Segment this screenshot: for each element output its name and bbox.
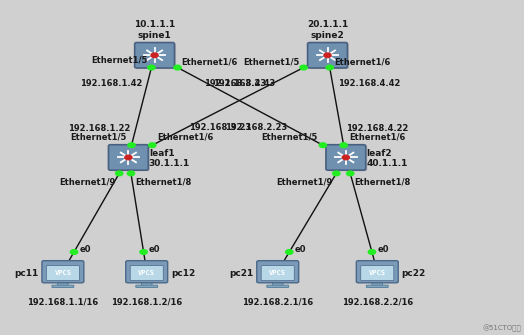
Circle shape: [115, 171, 123, 176]
Circle shape: [340, 143, 347, 147]
Text: VPCS: VPCS: [54, 270, 71, 276]
FancyBboxPatch shape: [141, 282, 152, 286]
Circle shape: [148, 65, 155, 70]
Text: leaf1
30.1.1.1: leaf1 30.1.1.1: [149, 149, 190, 168]
Text: Ethernet1/6: Ethernet1/6: [334, 57, 390, 66]
Circle shape: [128, 143, 135, 147]
FancyBboxPatch shape: [46, 266, 80, 281]
FancyBboxPatch shape: [126, 261, 168, 283]
FancyBboxPatch shape: [361, 266, 394, 281]
Text: Ethernet1/6: Ethernet1/6: [182, 57, 238, 66]
FancyBboxPatch shape: [366, 285, 388, 287]
Text: e0: e0: [79, 246, 91, 255]
Text: VPCS: VPCS: [369, 270, 386, 276]
Text: 192.168.2.2/16: 192.168.2.2/16: [342, 297, 413, 306]
Circle shape: [149, 143, 156, 147]
Circle shape: [333, 171, 340, 176]
FancyBboxPatch shape: [267, 285, 289, 287]
Text: Ethernet1/6: Ethernet1/6: [349, 132, 405, 141]
Circle shape: [286, 250, 293, 254]
FancyBboxPatch shape: [135, 43, 174, 68]
FancyBboxPatch shape: [108, 145, 148, 170]
Text: 192.168.1.2/16: 192.168.1.2/16: [111, 297, 182, 306]
Text: 192.168.3.43: 192.168.3.43: [204, 79, 267, 88]
Circle shape: [140, 250, 147, 254]
Text: 20.1.1.1
spine2: 20.1.1.1 spine2: [307, 20, 348, 40]
Text: VPCS: VPCS: [138, 270, 155, 276]
Text: e0: e0: [294, 246, 306, 255]
Text: 192.168.1.22: 192.168.1.22: [68, 124, 130, 133]
Text: leaf2
40.1.1.1: leaf2 40.1.1.1: [366, 149, 408, 168]
Text: 192.168.3.23: 192.168.3.23: [189, 123, 252, 132]
FancyBboxPatch shape: [58, 282, 68, 286]
FancyBboxPatch shape: [52, 285, 74, 287]
Text: pc11: pc11: [15, 269, 39, 278]
FancyBboxPatch shape: [328, 146, 367, 171]
FancyBboxPatch shape: [110, 146, 150, 171]
Text: pc22: pc22: [401, 269, 425, 278]
Text: 192.168.4.22: 192.168.4.22: [346, 124, 408, 133]
Text: Ethernet1/9: Ethernet1/9: [276, 178, 332, 186]
FancyBboxPatch shape: [261, 266, 294, 281]
Circle shape: [346, 171, 354, 176]
FancyBboxPatch shape: [136, 44, 176, 69]
Text: e0: e0: [149, 246, 160, 255]
FancyBboxPatch shape: [130, 266, 163, 281]
Circle shape: [319, 143, 326, 147]
FancyBboxPatch shape: [257, 261, 299, 283]
Text: Ethernet1/5: Ethernet1/5: [243, 57, 299, 66]
Circle shape: [342, 155, 350, 160]
Text: Ethernet1/9: Ethernet1/9: [59, 178, 115, 186]
Text: Ethernet1/8: Ethernet1/8: [135, 178, 191, 186]
FancyBboxPatch shape: [42, 261, 84, 283]
Text: 192.168.2.43: 192.168.2.43: [213, 79, 276, 88]
Circle shape: [324, 53, 331, 58]
Circle shape: [174, 65, 181, 70]
FancyBboxPatch shape: [272, 282, 283, 286]
FancyBboxPatch shape: [308, 43, 347, 68]
Text: 192.168.2.23: 192.168.2.23: [225, 123, 287, 132]
Text: pc21: pc21: [230, 269, 254, 278]
Circle shape: [300, 65, 307, 70]
Circle shape: [151, 53, 158, 58]
Text: 10.1.1.1
spine1: 10.1.1.1 spine1: [134, 20, 175, 40]
Text: 192.168.1.42: 192.168.1.42: [80, 79, 142, 88]
Text: Ethernet1/6: Ethernet1/6: [158, 132, 214, 141]
Circle shape: [127, 171, 135, 176]
FancyBboxPatch shape: [356, 261, 398, 283]
FancyBboxPatch shape: [372, 282, 383, 286]
Text: 192.168.4.42: 192.168.4.42: [338, 79, 400, 88]
Text: e0: e0: [377, 246, 389, 255]
Circle shape: [125, 155, 132, 160]
Text: Ethernet1/8: Ethernet1/8: [354, 178, 411, 186]
FancyBboxPatch shape: [326, 145, 366, 170]
Circle shape: [70, 250, 78, 254]
Text: Ethernet1/5: Ethernet1/5: [261, 132, 318, 141]
Text: 192.168.1.1/16: 192.168.1.1/16: [27, 297, 99, 306]
Text: VPCS: VPCS: [269, 270, 286, 276]
Text: pc12: pc12: [171, 269, 195, 278]
Circle shape: [326, 65, 333, 70]
FancyBboxPatch shape: [309, 44, 349, 69]
Text: Ethernet1/5: Ethernet1/5: [70, 132, 126, 141]
FancyBboxPatch shape: [136, 285, 158, 287]
Text: Ethernet1/5: Ethernet1/5: [91, 56, 147, 65]
Circle shape: [368, 250, 376, 254]
Text: 192.168.2.1/16: 192.168.2.1/16: [242, 297, 313, 306]
Text: @51CTO博客: @51CTO博客: [483, 325, 521, 332]
